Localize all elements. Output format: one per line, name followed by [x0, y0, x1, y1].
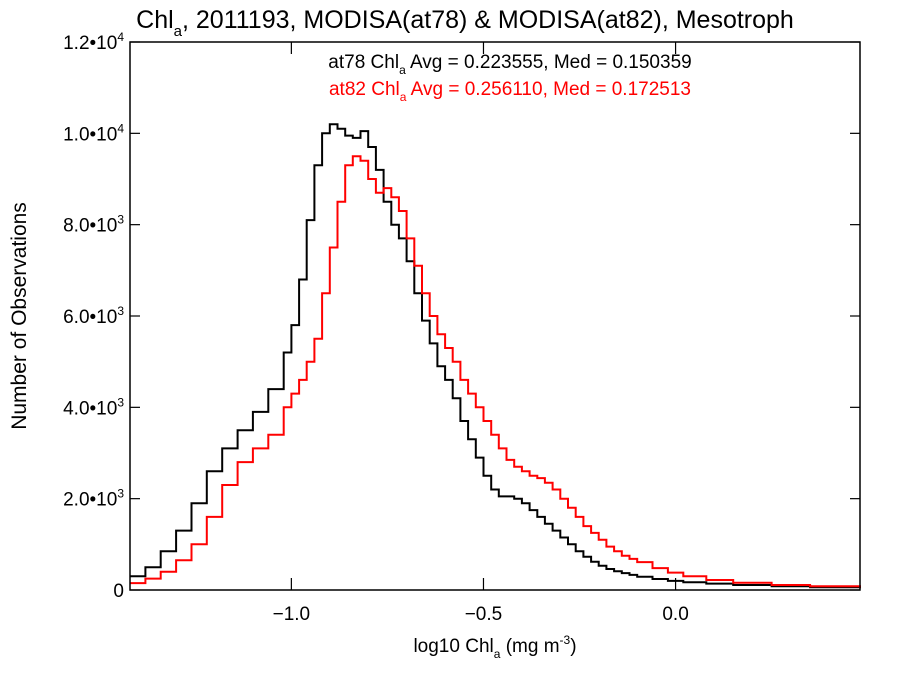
x-tick-label: −0.5	[465, 604, 503, 625]
legend-at78: at78 Chla Avg = 0.223555, Med = 0.150359	[328, 52, 691, 77]
series-line-at82	[130, 155, 861, 588]
y-tick-label: 4.0•103	[63, 395, 124, 419]
legend-at82: at82 Chla Avg = 0.256110, Med = 0.172513	[329, 79, 691, 104]
y-axis-label: Number of Observations	[8, 202, 31, 430]
series-layer	[130, 123, 861, 589]
y-tick-label: 1.0•104	[63, 121, 124, 145]
chart-title: Chla, 2011193, MODISA(at78) & MODISA(at8…	[136, 6, 794, 40]
y-axis-ticks: 0 2.0•103 4.0•103 6.0•103 8.0•103 1.0•104 1.2•…	[63, 30, 860, 602]
plot-frame	[129, 41, 861, 591]
x-axis-label: log10 Chla (mg m-3)	[413, 633, 576, 661]
x-tick-label: 0.0	[662, 604, 688, 625]
series-line-at78	[130, 123, 861, 589]
y-tick-label: 1.2•104	[63, 30, 124, 54]
x-axis-ticks: −1.0 −0.5 0.0	[273, 42, 689, 625]
x-tick-label: −1.0	[273, 604, 311, 625]
y-tick-label: 2.0•103	[63, 487, 124, 511]
y-tick-label: 6.0•103	[63, 304, 124, 328]
y-tick-label: 8.0•103	[63, 213, 124, 237]
y-tick-label: 0	[113, 581, 124, 602]
